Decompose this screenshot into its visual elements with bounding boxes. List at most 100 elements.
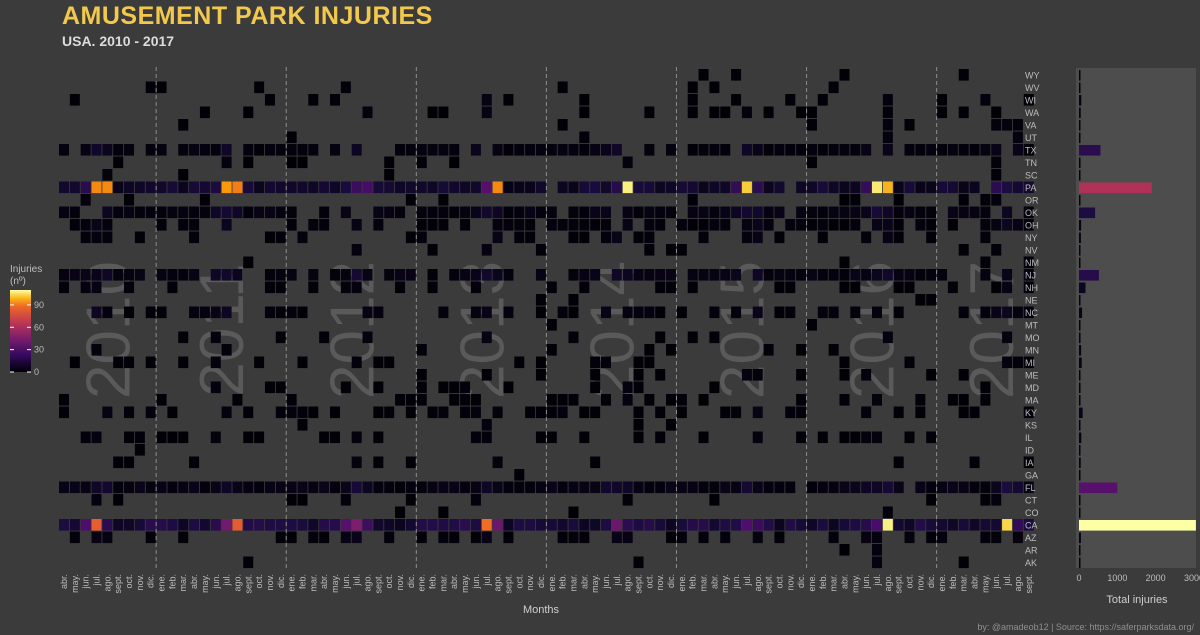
heatmap-cell-CA-29 [373,519,384,531]
heatmap-cell-NC-83 [958,306,969,319]
total-bar-AK [1079,557,1081,569]
heatmap-cell-CA-69 [806,519,817,531]
heatmap-cell-FL-42 [514,481,525,494]
heatmap-cell-NH-20 [275,281,286,294]
heatmap-cell-NC-87 [1002,306,1013,319]
heatmap-cell-CT-38 [470,494,481,506]
heatmap-cell-NJ-36 [449,269,460,281]
heatmap-cell-CA-38 [470,519,481,531]
heatmap-cell-KY-10 [167,406,178,419]
heatmap-cell-FL-80 [926,481,937,494]
heatmap-cell-PA-0 [59,181,69,194]
month-tick-label: nov. [265,574,275,590]
heatmap-cell-VA-87 [1002,119,1013,131]
heatmap-cell-MA-75 [872,394,882,406]
heatmap-cell-NJ-55 [655,269,666,281]
heatmap-cell-NJ-20 [275,269,286,281]
month-tick-label: dic. [276,574,286,588]
heatmap-cell-PA-72 [839,181,850,194]
heatmap-cell-TX-73 [850,144,861,156]
heatmap-cell-FL-6 [124,481,135,494]
heatmap-cell-KS-22 [297,419,308,431]
heatmap-cell-FL-3 [91,481,102,494]
heatmap-cell-WI-19 [264,94,275,106]
heatmap-cell-MD-85 [980,381,991,394]
heatmap-cell-CA-8 [145,519,156,531]
heatmap-cell-MA-82 [947,394,958,406]
heatmap-cell-OH-69 [806,219,817,231]
heatmap-cell-PA-52 [622,181,633,194]
heatmap-cell-PA-23 [308,181,319,194]
heatmap-cell-IL-25 [330,431,340,444]
heatmap-cell-AR-75 [872,544,882,556]
heatmap-cell-TX-66 [774,144,785,156]
heatmap-cell-FL-29 [373,481,384,494]
heatmap-cell-OH-45 [546,219,557,231]
heatmap-cell-NH-89 [1023,281,1034,294]
heatmap-cell-IL-64 [752,431,763,444]
heatmap-cell-PA-26 [340,181,351,194]
heatmap-cell-AZ-78 [904,531,915,544]
heatmap-cell-KY-25 [330,406,340,419]
chart-title: AMUSEMENT PARK INJURIES [62,2,433,30]
heatmap-cell-AZ-85 [980,531,991,544]
heatmap-cell-PA-43 [525,181,536,194]
heatmap-cell-AZ-41 [503,531,514,544]
heatmap-cell-PA-54 [644,181,655,194]
heatmap-cell-PA-68 [796,181,807,194]
heatmap-cell-NH-34 [427,281,438,294]
heatmap-cell-CA-28 [362,519,373,531]
heatmap-cell-PA-10 [167,181,178,194]
month-tick-label: sept. [634,574,644,594]
heatmap-cell-IL-55 [655,431,666,444]
heatmap-cell-NH-27 [351,281,362,294]
heatmap-cell-TN-33 [416,156,427,169]
heatmap-cell-KY-57 [676,406,687,419]
heatmap-cell-NC-71 [828,306,839,319]
heatmap-cell-NY-66 [774,231,785,244]
heatmap-cell-OH-35 [438,219,449,231]
heatmap-cell-OH-34 [427,219,438,231]
heatmap-cell-TX-76 [882,144,893,156]
heatmap-cell-CA-71 [828,519,839,531]
heatmap-cell-TX-43 [525,144,536,156]
heatmap-cell-MD-26 [340,381,351,394]
heatmap-cell-NY-74 [861,231,872,244]
heatmap-cell-FL-70 [817,481,828,494]
heatmap-cell-OH-4 [102,219,113,231]
heatmap-cell-NJ-85 [980,269,991,281]
heatmap-cell-MD-14 [210,381,221,394]
heatmap-cell-KY-64 [752,406,763,419]
heatmap-cell-KY-74 [861,406,872,419]
heatmap-cell-OH-48 [579,219,590,231]
month-tick-label: mar. [959,574,969,592]
heatmap-cell-KY-29 [373,406,384,419]
heatmap-cell-FL-55 [655,481,666,494]
heatmap-cell-IL-18 [254,431,265,444]
heatmap-cell-OK-82 [947,206,958,219]
heatmap-cell-UT-88 [1012,131,1023,144]
heatmap-cell-NJ-53 [633,269,644,281]
heatmap-cell-UT-76 [882,131,893,144]
month-tick-label: sept. [503,574,513,594]
heatmap-cell-TX-6 [124,144,135,156]
heatmap-cell-WV-8 [145,81,156,94]
heatmap-cell-CT-52 [622,494,633,506]
heatmap-cell-OH-12 [189,219,200,231]
heatmap-cell-PA-35 [438,181,449,194]
month-tick-label: may. [590,574,600,593]
heatmap-cell-NC-14 [210,306,221,319]
heatmap-cell-KY-44 [535,406,546,419]
heatmap-cell-TX-3 [91,144,102,156]
heatmap-cell-OR-2 [80,194,91,206]
heatmap-cell-WA-69 [806,106,817,119]
heatmap-cell-CA-12 [189,519,200,531]
heatmap-cell-NJ-12 [189,269,200,281]
heatmap-cell-TX-63 [741,144,752,156]
heatmap-cell-CA-2 [80,519,91,531]
heatmap-cell-NJ-65 [763,269,774,281]
heatmap-cell-CT-26 [340,494,351,506]
heatmap-cell-TN-15 [221,156,232,169]
year-watermark-2011: 2011 [188,263,257,396]
heatmap-cell-NJ-3 [91,269,102,281]
